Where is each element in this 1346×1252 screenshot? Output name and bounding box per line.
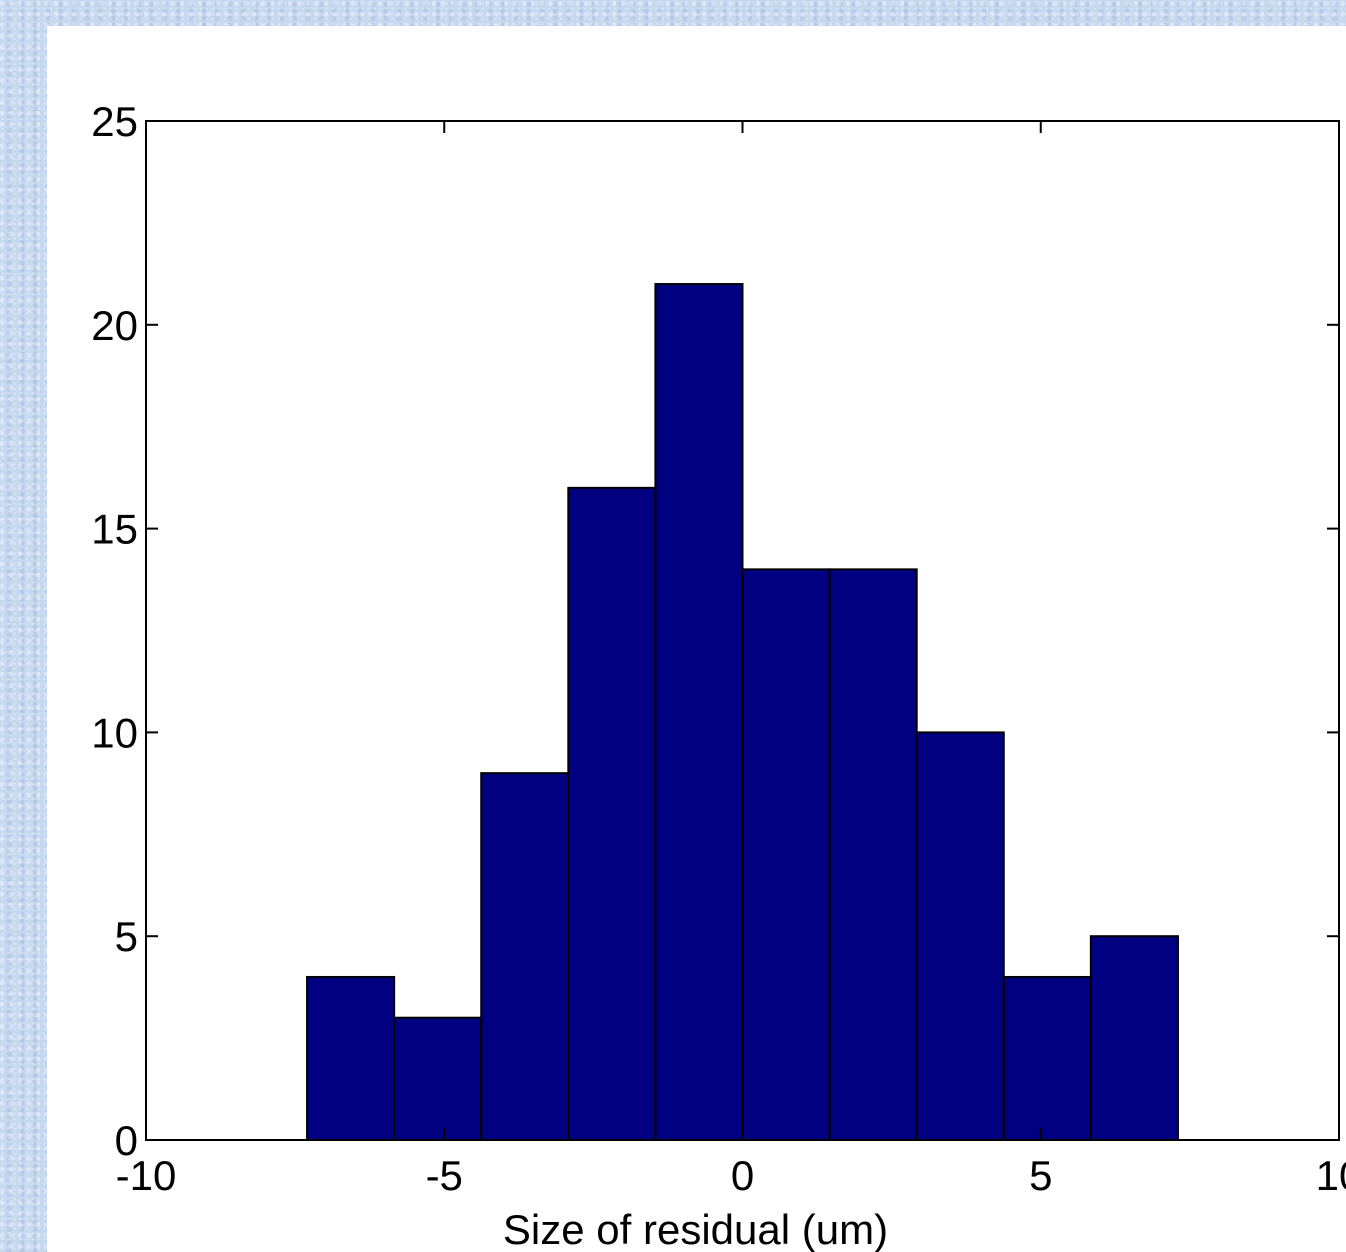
x-axis-title: Size of residual (um) <box>503 1206 888 1252</box>
histogram-chart: -10-505100510152025 Size of residual (um… <box>47 26 1346 1252</box>
x-tick-label: -5 <box>426 1152 463 1199</box>
histogram-bar <box>1091 936 1178 1140</box>
y-tick-label: 15 <box>91 506 138 553</box>
histogram-bar <box>917 732 1004 1140</box>
y-tick-label: 0 <box>115 1117 138 1164</box>
y-tick-label: 25 <box>91 98 138 145</box>
histogram-bar <box>394 1018 481 1140</box>
histogram-bar <box>568 488 655 1140</box>
histogram-bar <box>1004 977 1091 1140</box>
y-tick-label: 10 <box>91 709 138 756</box>
y-tick-label: 20 <box>91 302 138 349</box>
x-tick-label: 5 <box>1029 1152 1052 1199</box>
x-tick-label: 0 <box>731 1152 754 1199</box>
histogram-bar <box>743 569 830 1140</box>
histogram-bar <box>307 977 394 1140</box>
x-tick-label: 10 <box>1316 1152 1346 1199</box>
y-tick-label: 5 <box>115 913 138 960</box>
histogram-bar <box>655 284 742 1140</box>
bars-group <box>307 284 1178 1140</box>
histogram-bar <box>830 569 917 1140</box>
figure-panel: -10-505100510152025 Size of residual (um… <box>47 26 1346 1252</box>
histogram-bar <box>481 773 568 1140</box>
